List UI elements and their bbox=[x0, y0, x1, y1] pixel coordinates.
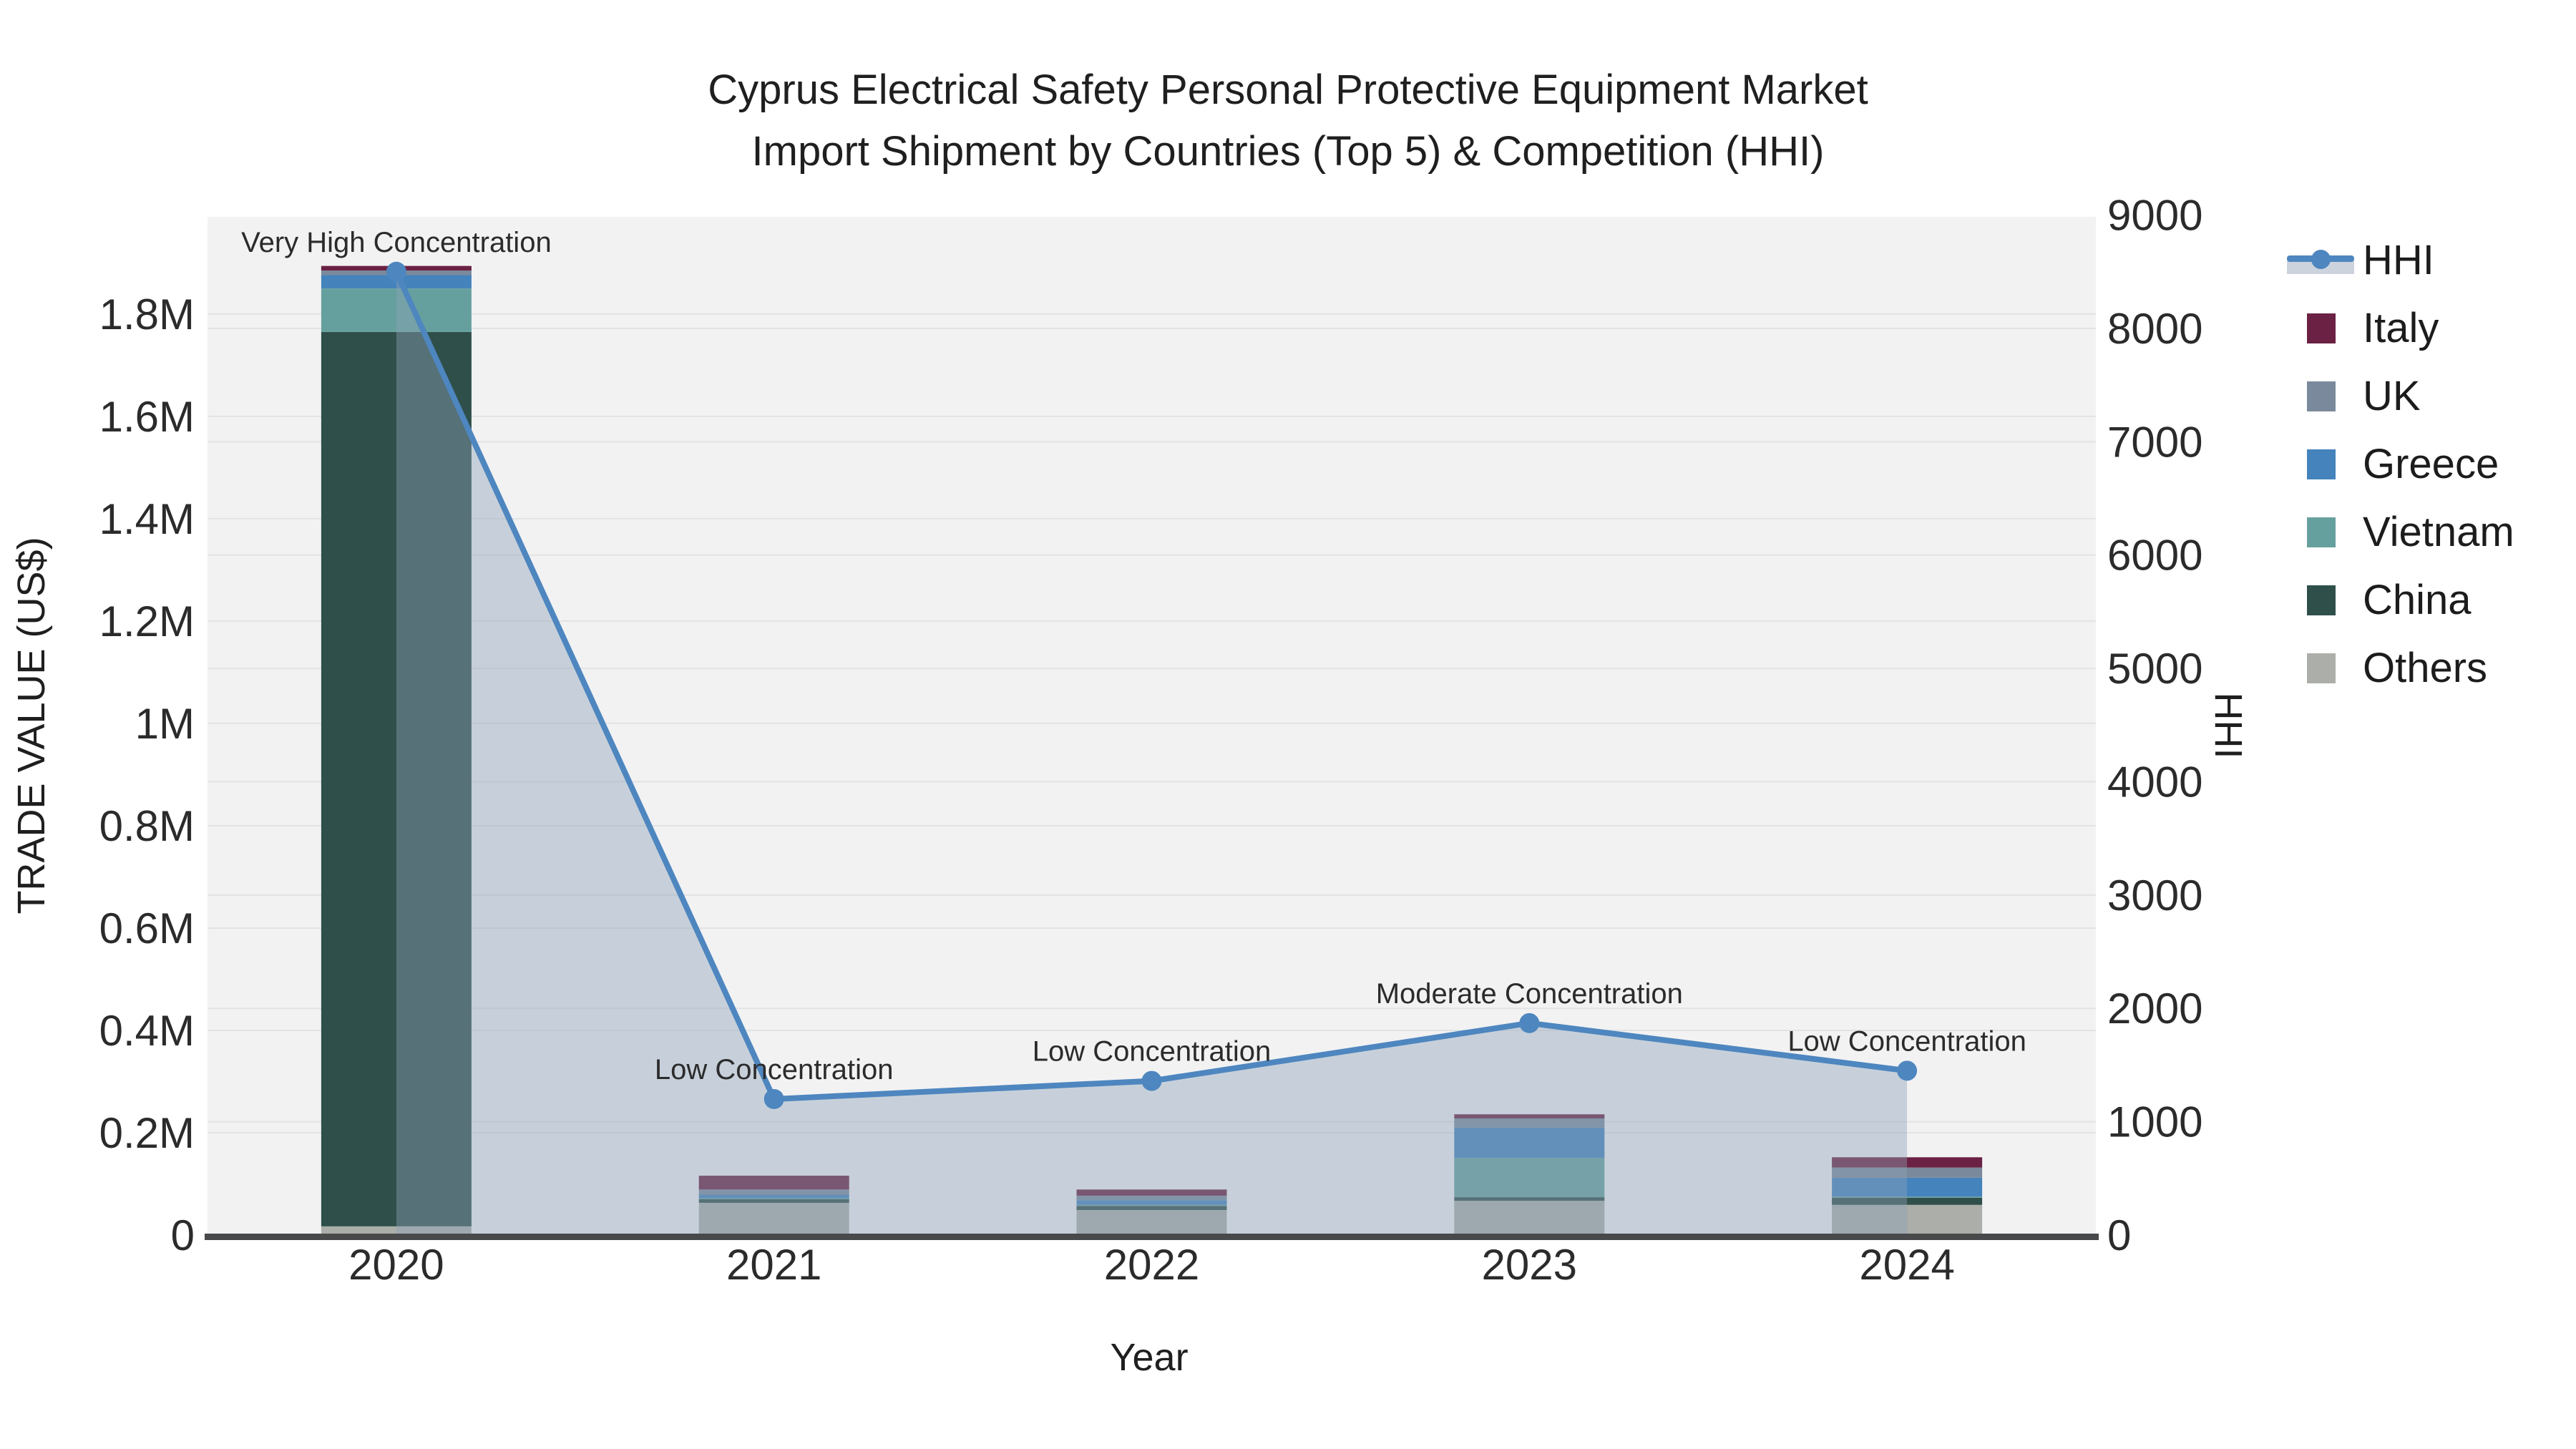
hhi-marker-2023[interactable] bbox=[1519, 1013, 1540, 1033]
plot-background bbox=[208, 217, 2096, 1235]
annotation-2020: Very High Concentration bbox=[241, 227, 552, 258]
y-right-tick-label: 4000 bbox=[2107, 758, 2202, 806]
y-right-tick-label: 7000 bbox=[2107, 418, 2202, 466]
annotation-2021: Low Concentration bbox=[655, 1054, 894, 1085]
legend-label: HHI bbox=[2363, 237, 2434, 283]
legend-label: Greece bbox=[2363, 441, 2499, 487]
legend: HHI Italy UK Greece Vietnam China Others bbox=[2287, 226, 2514, 702]
bar-segment-china-2024[interactable] bbox=[1832, 1197, 1983, 1205]
bar-segment-vietnam-2023[interactable] bbox=[1454, 1158, 1605, 1198]
legend-label: China bbox=[2363, 577, 2472, 623]
bar-segment-greece-2024[interactable] bbox=[1832, 1177, 1983, 1197]
annotation-2022: Low Concentration bbox=[1033, 1036, 1272, 1068]
y-right-tick-label: 3000 bbox=[2107, 872, 2202, 919]
bar-segment-uk-2023[interactable] bbox=[1454, 1118, 1605, 1128]
bar-segment-china-2023[interactable] bbox=[1454, 1197, 1605, 1201]
y-left-tick-label: 0.4M bbox=[99, 1007, 195, 1055]
y-right-tick-label: 1000 bbox=[2107, 1098, 2202, 1146]
legend-label: Italy bbox=[2363, 305, 2439, 351]
bar-segment-china-2022[interactable] bbox=[1076, 1206, 1227, 1210]
annotation-2024: Low Concentration bbox=[1787, 1025, 2026, 1057]
legend-hhi-line-swatch bbox=[2287, 245, 2354, 275]
bar-segment-greece-2023[interactable] bbox=[1454, 1127, 1605, 1158]
legend-color-swatch-italy bbox=[2307, 313, 2336, 343]
y-left-tick-label: 0.6M bbox=[99, 904, 195, 952]
bar-segment-uk-2022[interactable] bbox=[1076, 1195, 1227, 1201]
y-right-tick-label: 5000 bbox=[2107, 645, 2202, 693]
bar-segment-vietnam-2022[interactable] bbox=[1076, 1204, 1227, 1206]
annotation-2023: Moderate Concentration bbox=[1376, 978, 1683, 1010]
x-tick-label: 2022 bbox=[1104, 1241, 1199, 1289]
y-left-tick-label: 0 bbox=[171, 1211, 195, 1259]
y-right-tick-label: 6000 bbox=[2107, 532, 2202, 580]
legend-label: UK bbox=[2363, 373, 2421, 419]
y-left-tick-label: 1.8M bbox=[99, 291, 195, 338]
legend-item-china[interactable]: China bbox=[2287, 566, 2514, 634]
bar-segment-greece-2021[interactable] bbox=[698, 1194, 849, 1199]
y-right-tick-label: 0 bbox=[2107, 1211, 2131, 1259]
hhi-marker-2022[interactable] bbox=[1141, 1070, 1162, 1091]
hhi-marker-2021[interactable] bbox=[763, 1088, 784, 1109]
x-axis-line bbox=[205, 1234, 2099, 1240]
x-axis-title: Year bbox=[1110, 1336, 1189, 1379]
bar-segment-greece-2022[interactable] bbox=[1076, 1200, 1227, 1205]
legend-item-italy[interactable]: Italy bbox=[2287, 294, 2514, 362]
legend-color-swatch-greece bbox=[2307, 449, 2336, 479]
x-tick-label: 2021 bbox=[726, 1241, 821, 1289]
hhi-marker-icon bbox=[2311, 249, 2331, 269]
bar-segment-uk-2021[interactable] bbox=[698, 1189, 849, 1195]
bar-segment-italy-2023[interactable] bbox=[1454, 1114, 1605, 1118]
legend-item-vietnam[interactable]: Vietnam bbox=[2287, 498, 2514, 566]
hhi-area-fill bbox=[396, 271, 1908, 1236]
y-left-tick-label: 1.4M bbox=[99, 495, 195, 543]
hhi-marker-2024[interactable] bbox=[1897, 1060, 1918, 1081]
legend-color-swatch-vietnam bbox=[2307, 517, 2336, 547]
legend-label: Others bbox=[2363, 645, 2488, 691]
legend-item-hhi[interactable]: HHI bbox=[2287, 226, 2514, 294]
legend-item-others[interactable]: Others bbox=[2287, 634, 2514, 702]
bar-segment-others-2021[interactable] bbox=[698, 1202, 849, 1235]
y-left-tick-label: 1.2M bbox=[99, 597, 195, 645]
y-right-tick-label: 2000 bbox=[2107, 985, 2202, 1033]
legend-color-swatch-others bbox=[2307, 653, 2336, 683]
y-right-tick-label: 8000 bbox=[2107, 305, 2202, 353]
x-tick-label: 2020 bbox=[348, 1241, 444, 1289]
x-tick-label: 2023 bbox=[1482, 1241, 1577, 1289]
y-axis-title-right: HHI bbox=[2207, 692, 2250, 759]
hhi-marker-2020[interactable] bbox=[386, 261, 406, 282]
bar-segment-china-2020[interactable] bbox=[321, 331, 472, 1226]
bar-segment-others-2024[interactable] bbox=[1832, 1204, 1983, 1235]
chart-title-line-2: Import Shipment by Countries (Top 5) & C… bbox=[751, 128, 1825, 175]
chart-title-line-1: Cyprus Electrical Safety Personal Protec… bbox=[708, 67, 1868, 113]
y-left-tick-label: 0.2M bbox=[99, 1109, 195, 1157]
y-left-tick-label: 1M bbox=[135, 700, 195, 748]
x-tick-label: 2024 bbox=[1859, 1241, 1954, 1289]
y-right-tick-label: 9000 bbox=[2107, 192, 2202, 240]
bar-segment-greece-2020[interactable] bbox=[321, 275, 472, 289]
bar-segment-others-2023[interactable] bbox=[1454, 1201, 1605, 1235]
bar-segment-others-2020[interactable] bbox=[321, 1226, 472, 1235]
legend-color-swatch-uk bbox=[2307, 381, 2336, 411]
bar-segment-italy-2024[interactable] bbox=[1832, 1157, 1983, 1168]
bar-segment-vietnam-2020[interactable] bbox=[321, 288, 472, 332]
y-left-tick-label: 1.6M bbox=[99, 393, 195, 441]
bar-segment-uk-2024[interactable] bbox=[1832, 1167, 1983, 1178]
legend-item-greece[interactable]: Greece bbox=[2287, 430, 2514, 498]
bar-segment-italy-2021[interactable] bbox=[698, 1176, 849, 1190]
legend-label: Vietnam bbox=[2363, 509, 2514, 555]
y-left-tick-label: 0.8M bbox=[99, 802, 195, 850]
bar-segment-italy-2022[interactable] bbox=[1076, 1189, 1227, 1196]
bar-segment-others-2022[interactable] bbox=[1076, 1209, 1227, 1235]
legend-item-uk[interactable]: UK bbox=[2287, 362, 2514, 430]
bar-segment-vietnam-2024[interactable] bbox=[1832, 1196, 1983, 1198]
y-axis-title-left: TRADE VALUE (US$) bbox=[10, 537, 53, 914]
bar-segment-china-2021[interactable] bbox=[698, 1199, 849, 1203]
legend-color-swatch-china bbox=[2307, 585, 2336, 615]
